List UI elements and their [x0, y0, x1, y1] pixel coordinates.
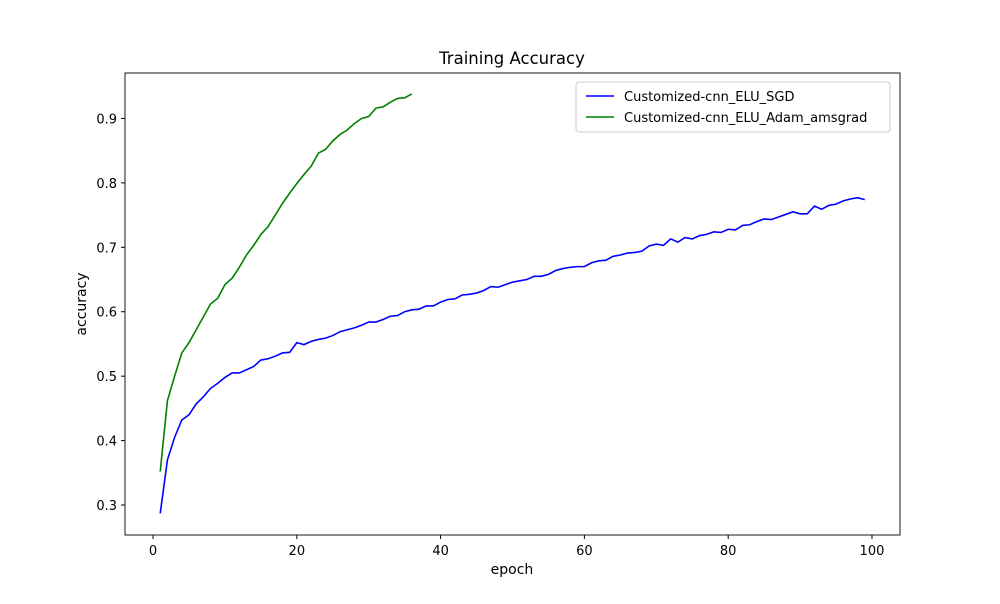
x-tick-label: 40	[432, 544, 449, 559]
x-axis-label: epoch	[491, 562, 534, 578]
y-tick-label: 0.6	[96, 306, 117, 321]
y-tick-label: 0.8	[96, 177, 117, 192]
data-line	[159, 93, 413, 472]
y-tick-label: 0.3	[96, 499, 117, 514]
plot-frame	[124, 72, 901, 536]
y-tick-label: 0.7	[96, 241, 117, 256]
x-tick-label: 60	[576, 544, 593, 559]
legend-box	[575, 81, 891, 133]
x-tick-label: 100	[860, 544, 885, 559]
x-tick-label: 20	[289, 544, 306, 559]
x-tick-label: 80	[720, 544, 737, 559]
legend-label: Customized-cnn_ELU_SGD	[624, 90, 794, 105]
y-tick-label: 0.5	[96, 370, 117, 385]
y-axis-label: accuracy	[74, 272, 90, 335]
data-line	[159, 196, 865, 514]
y-tick-label: 0.9	[96, 112, 117, 127]
y-tick-label: 0.4	[96, 435, 117, 450]
x-tick-label: 0	[149, 544, 157, 559]
chart-title: Training Accuracy	[438, 49, 585, 68]
legend-label: Customized-cnn_ELU_Adam_amsgrad	[624, 111, 867, 126]
